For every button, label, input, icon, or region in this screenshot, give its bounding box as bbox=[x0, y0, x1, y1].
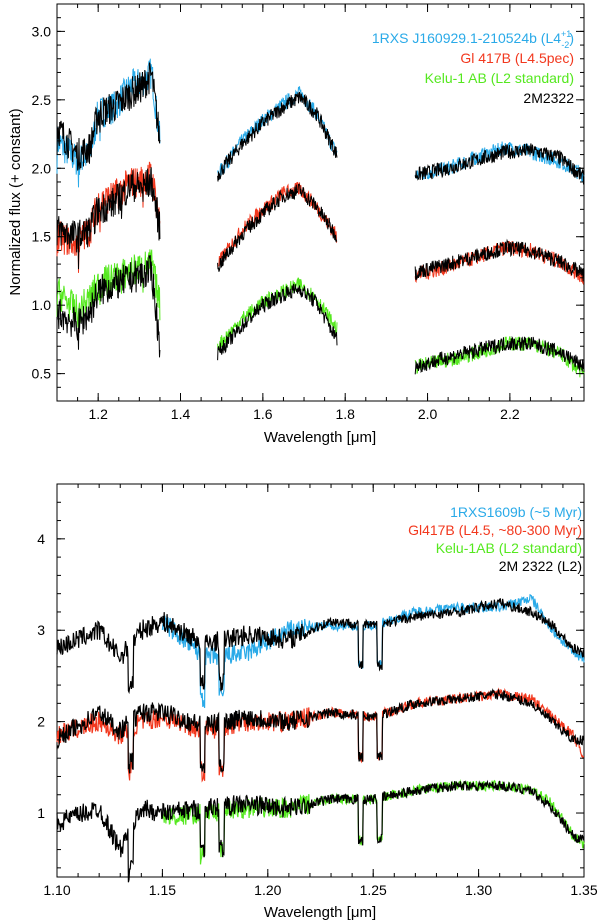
top-series-2m2322-lower-j-band bbox=[56, 255, 161, 358]
top-y-tick-label: 1.0 bbox=[32, 297, 52, 313]
bottom-plot-frame bbox=[56, 483, 585, 878]
top-legend-entry: Gl 417B (L4.5pec) bbox=[460, 50, 574, 66]
bottom-axis-ticks: 1.10 1.15 1.20 1.25 1.30 1.35 1 2 3 4 bbox=[37, 484, 598, 898]
top-legend-entry: 1RXS J160929.1-210524b (L4+1 -2) bbox=[372, 29, 574, 50]
top-x-tick-label: 2.0 bbox=[418, 406, 438, 422]
bottom-x-tick-label: 1.25 bbox=[360, 882, 387, 898]
bottom-legend-entry: Gl417B (L4.5, ~80-300 Myr) bbox=[408, 522, 582, 538]
bottom-y-tick-label: 4 bbox=[37, 531, 45, 547]
top-axis-ticks: 1.2 1.4 1.6 1.8 2.0 2.2 0.5 1.0 1.5 2.0 2.5 3.0 bbox=[32, 4, 584, 422]
bottom-x-tick-label: 1.10 bbox=[43, 882, 70, 898]
top-y-tick-label: 2.5 bbox=[32, 92, 52, 108]
top-x-axis-title: Wavelength [μm] bbox=[264, 429, 376, 446]
bottom-y-tick-label: 2 bbox=[37, 714, 45, 730]
top-series-2m2322-middle-k-band bbox=[414, 238, 585, 282]
top-series-1rxs-j160929-1-210524b-h-band bbox=[217, 86, 338, 180]
bottom-series-gl417b-l4-5-80-300-myr bbox=[56, 687, 584, 783]
top-panel: 1.2 1.4 1.6 1.8 2.0 2.2 0.5 1.0 1.5 2.0 2.5 3.0 Nor… bbox=[7, 3, 585, 446]
bottom-y-tick-label: 3 bbox=[37, 622, 45, 638]
top-series-2m2322-upper-h-band bbox=[217, 91, 338, 182]
bottom-series-1rxs1609b-5-myr bbox=[161, 593, 585, 708]
top-x-tick-label: 1.2 bbox=[88, 406, 108, 422]
top-legend-entry: Kelu-1 AB (L2 standard) bbox=[425, 70, 574, 86]
bottom-legend-entry: Kelu-1AB (L2 standard) bbox=[436, 540, 582, 556]
bottom-series-2m-2322-l2-lower bbox=[56, 779, 585, 883]
top-y-tick-label: 1.5 bbox=[32, 229, 52, 245]
top-series-2m2322-middle-h-band bbox=[217, 183, 338, 272]
top-y-tick-label: 0.5 bbox=[32, 366, 52, 382]
top-legend: 1RXS J160929.1-210524b (L4+1 -2)Gl 417B (… bbox=[372, 29, 574, 106]
top-legend-entry-superscript: +1 bbox=[561, 29, 571, 39]
top-legend-entry-subscript: -2 bbox=[561, 40, 569, 50]
bottom-x-tick-label: 1.30 bbox=[465, 882, 492, 898]
top-series-gl-417b-l4-5pec-j-band bbox=[56, 161, 161, 273]
bottom-legend-entry: 2M 2322 (L2) bbox=[499, 558, 582, 574]
top-plot-frame bbox=[56, 3, 585, 402]
top-x-tick-label: 1.8 bbox=[335, 406, 355, 422]
bottom-spectra bbox=[56, 593, 585, 883]
top-y-tick-label: 3.0 bbox=[32, 23, 52, 39]
bottom-y-tick-label: 1 bbox=[37, 805, 45, 821]
top-series-gl-417b-l4-5pec-k-band bbox=[414, 240, 585, 286]
top-series-2m2322-lower-h-band bbox=[217, 283, 338, 361]
top-legend-entry-closing: ) bbox=[569, 30, 574, 46]
bottom-legend-entry: 1RXS1609b (~5 Myr) bbox=[450, 504, 582, 520]
bottom-panel: 1.10 1.15 1.20 1.25 1.30 1.35 1 2 3 4 Wavelength … bbox=[37, 483, 598, 921]
top-legend-entry: 2M2322 bbox=[523, 90, 574, 106]
bottom-series-kelu-1ab-l2-standard bbox=[161, 778, 585, 865]
top-series-2m2322-upper-j-band bbox=[56, 62, 161, 171]
bottom-x-tick-label: 1.15 bbox=[149, 882, 176, 898]
top-series-2m2322-lower-k-band bbox=[414, 335, 585, 375]
top-x-tick-label: 1.6 bbox=[253, 406, 273, 422]
top-series-2m2322-upper-k-band bbox=[414, 143, 585, 185]
top-series-gl-417b-l4-5pec-h-band bbox=[217, 181, 338, 267]
top-series-2m2322-middle-j-band bbox=[56, 167, 161, 270]
bottom-series-2m-2322-l2-middle bbox=[56, 688, 584, 774]
bottom-x-axis-title: Wavelength [μm] bbox=[264, 904, 376, 921]
top-x-tick-label: 2.2 bbox=[500, 406, 520, 422]
top-spectra bbox=[56, 58, 585, 378]
bottom-legend: 1RXS1609b (~5 Myr) Gl417B (L4.5, ~80-300 … bbox=[408, 504, 582, 574]
top-y-tick-label: 2.0 bbox=[32, 160, 52, 176]
bottom-series-2m-2322-l2-upper bbox=[56, 597, 585, 695]
top-x-tick-label: 1.4 bbox=[171, 406, 191, 422]
bottom-x-tick-label: 1.35 bbox=[570, 882, 597, 898]
top-y-axis-title: Normalized flux (+ constant) bbox=[7, 108, 24, 295]
top-legend-entry-text: 1RXS J160929.1-210524b (L4 bbox=[372, 30, 561, 46]
top-series-kelu-1-ab-l2-standard-h-band bbox=[217, 277, 338, 352]
bottom-x-tick-label: 1.20 bbox=[254, 882, 281, 898]
